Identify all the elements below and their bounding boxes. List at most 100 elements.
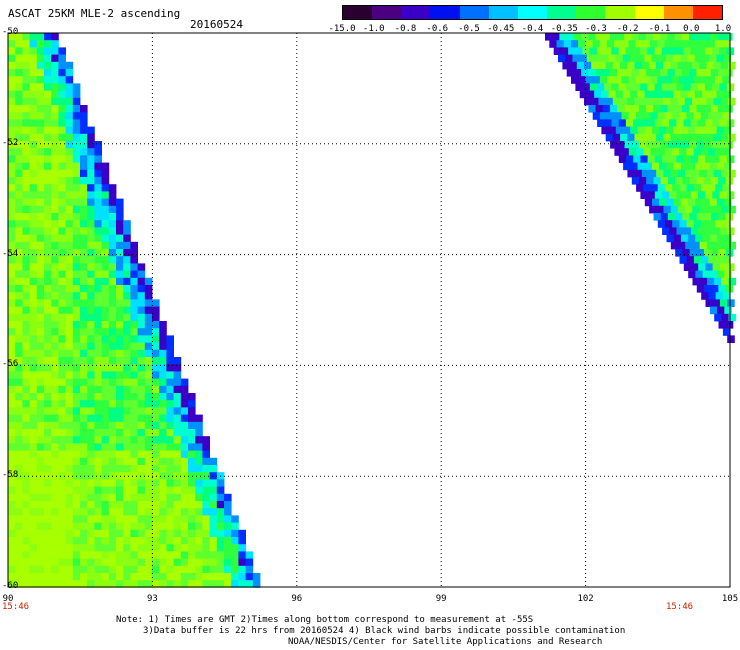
swath-cell — [65, 285, 74, 293]
swath-cell — [116, 443, 124, 451]
swath-cell — [116, 234, 124, 243]
swath-cell — [29, 184, 38, 192]
swath-cell — [44, 378, 52, 387]
note-line-3: NOAA/NESDIS/Center for Satellite Applica… — [288, 637, 603, 647]
swath-cell — [640, 155, 648, 163]
swath-cell — [72, 515, 81, 523]
swath-cell — [44, 321, 52, 329]
swath-cell — [22, 335, 30, 343]
swath-cell — [714, 313, 722, 322]
swath-cell — [144, 378, 153, 387]
swath-cell — [94, 313, 102, 322]
swath-cell — [80, 321, 88, 329]
swath-cell — [173, 371, 182, 379]
swath-cell — [643, 112, 651, 120]
swath-cell — [624, 105, 632, 113]
swath-cell — [80, 191, 88, 199]
swath-cell — [101, 342, 110, 351]
swath-cell — [641, 169, 650, 178]
swath-cell — [87, 321, 95, 329]
swath-cell — [602, 105, 611, 113]
swath-cell — [22, 321, 30, 329]
swath-cell — [152, 457, 160, 466]
swath-cell — [87, 580, 95, 588]
swath-cell — [36, 328, 45, 336]
swath-cell — [101, 313, 110, 322]
swath-cell — [648, 61, 657, 70]
swath-cell — [216, 529, 225, 538]
swath-cell — [80, 450, 88, 459]
swath-cell — [72, 241, 81, 250]
swath-cell — [166, 479, 174, 487]
swath-cell — [144, 400, 153, 408]
swath-cell — [677, 97, 686, 106]
swath-cell — [209, 551, 218, 559]
swath-cell — [87, 313, 95, 322]
swath-cell — [22, 112, 30, 120]
swath-cell — [627, 97, 635, 106]
swath-cell — [29, 277, 38, 286]
swath-cell — [65, 544, 74, 552]
swath-cell — [51, 501, 59, 509]
swath-cell — [144, 558, 153, 567]
swath-cell — [108, 357, 117, 365]
swath-cell — [166, 414, 174, 423]
swath-cell — [123, 328, 131, 336]
swath-cell — [610, 105, 618, 113]
swath-cell — [15, 54, 23, 63]
swath-cell — [80, 580, 88, 588]
swath-cell — [101, 493, 110, 502]
color-scale-swatch — [576, 6, 606, 19]
swath-cell — [159, 457, 167, 466]
swath-cell — [695, 270, 703, 279]
swath-cell — [562, 61, 570, 70]
swath-cell — [22, 40, 30, 48]
swath-cell — [699, 97, 707, 106]
swath-cell — [209, 465, 218, 473]
swath-cell — [87, 177, 95, 185]
swath-cell — [65, 148, 74, 156]
swath-cell — [643, 184, 651, 192]
swath-cell — [152, 565, 160, 574]
swath-cell — [44, 429, 52, 437]
swath-cell — [108, 249, 117, 257]
swath-cell — [159, 565, 167, 574]
swath-cell — [686, 148, 694, 156]
swath-cell — [51, 148, 59, 156]
swath-cell — [606, 40, 615, 48]
swath-cell — [216, 479, 225, 487]
swath-cell — [152, 349, 160, 358]
swath-cell — [22, 414, 30, 423]
swath-cell — [72, 400, 81, 408]
swath-cell — [152, 443, 160, 451]
swath-cell — [44, 133, 52, 142]
swath-cell — [44, 61, 52, 70]
swath-cell — [80, 241, 88, 250]
swath-cell — [202, 436, 210, 444]
swath-cell — [683, 263, 692, 271]
swath-cell — [674, 69, 683, 77]
swath-cell — [29, 155, 38, 163]
swath-cell — [704, 47, 713, 55]
swath-cell — [36, 292, 45, 300]
swath-cell — [137, 357, 146, 365]
swath-cell — [65, 177, 74, 185]
swath-cell — [36, 277, 45, 286]
swath-cell — [8, 522, 16, 531]
swath-cell — [682, 213, 690, 221]
swath-cell — [202, 479, 210, 487]
swath-cell — [72, 227, 81, 235]
swath-cell — [80, 429, 88, 437]
swath-cell — [8, 457, 16, 466]
swath-cell — [621, 112, 630, 120]
swath-cell — [188, 551, 196, 559]
swath-cell — [701, 220, 709, 228]
swath-cell — [58, 148, 66, 156]
swath-cell — [693, 112, 702, 120]
swath-cell — [620, 61, 628, 70]
swath-cell — [8, 335, 16, 343]
swath-cell — [556, 40, 565, 48]
swath-cell — [116, 285, 124, 293]
swath-cell — [116, 580, 124, 588]
swath-cell — [713, 133, 722, 142]
